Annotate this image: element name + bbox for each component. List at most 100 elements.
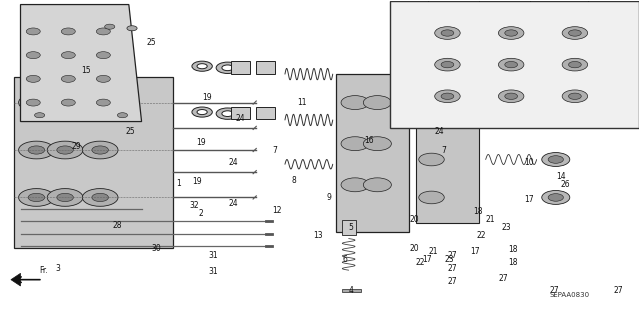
Bar	[390, 1, 639, 128]
Circle shape	[435, 58, 460, 71]
Circle shape	[548, 118, 563, 125]
Text: 5: 5	[349, 223, 353, 232]
Text: 27: 27	[613, 286, 623, 295]
Circle shape	[92, 193, 108, 202]
Text: 15: 15	[81, 66, 91, 76]
Circle shape	[47, 94, 83, 111]
Circle shape	[97, 52, 110, 59]
Text: 30: 30	[151, 243, 161, 253]
Circle shape	[192, 61, 212, 71]
Circle shape	[499, 90, 524, 103]
Circle shape	[192, 107, 212, 117]
Text: 6: 6	[342, 255, 347, 263]
Circle shape	[57, 99, 74, 107]
Text: 18: 18	[508, 258, 518, 267]
Circle shape	[419, 191, 444, 204]
Circle shape	[441, 93, 454, 100]
Circle shape	[341, 178, 369, 192]
Text: 32: 32	[189, 201, 199, 210]
Circle shape	[562, 27, 588, 39]
Text: 7: 7	[441, 145, 446, 154]
Circle shape	[26, 99, 40, 106]
Circle shape	[441, 62, 454, 68]
Text: 17: 17	[524, 195, 534, 204]
Circle shape	[92, 146, 108, 154]
Text: 14: 14	[556, 172, 565, 182]
Bar	[231, 62, 250, 74]
Text: 22: 22	[415, 258, 425, 267]
Circle shape	[216, 62, 239, 73]
Bar	[342, 288, 362, 292]
Bar	[256, 107, 275, 119]
Circle shape	[216, 108, 239, 119]
Text: 21: 21	[486, 215, 495, 224]
Circle shape	[61, 75, 76, 82]
Bar	[256, 62, 275, 74]
Circle shape	[83, 141, 118, 159]
Text: 17: 17	[470, 247, 479, 256]
Text: 21: 21	[428, 247, 438, 256]
Text: 16: 16	[365, 136, 374, 145]
Text: SEPAA0830: SEPAA0830	[549, 293, 589, 299]
Circle shape	[28, 146, 45, 154]
Circle shape	[57, 146, 74, 154]
Circle shape	[499, 27, 524, 39]
Text: 13: 13	[314, 231, 323, 240]
Circle shape	[541, 190, 570, 204]
Text: 29: 29	[72, 142, 81, 151]
Circle shape	[364, 137, 392, 151]
Circle shape	[61, 28, 76, 35]
Circle shape	[505, 62, 518, 68]
Text: 27: 27	[447, 264, 457, 273]
Text: 3: 3	[56, 264, 60, 273]
Text: 9: 9	[326, 193, 332, 202]
Circle shape	[341, 96, 369, 109]
Text: 2: 2	[199, 209, 204, 218]
Circle shape	[562, 90, 588, 103]
Circle shape	[97, 99, 110, 106]
Text: 31: 31	[209, 251, 218, 260]
Circle shape	[127, 26, 137, 31]
Text: 18: 18	[473, 207, 483, 216]
Circle shape	[19, 94, 54, 111]
Text: 20: 20	[409, 215, 419, 224]
Text: 19: 19	[202, 93, 212, 102]
Circle shape	[83, 189, 118, 206]
Bar	[342, 219, 356, 235]
Circle shape	[19, 189, 54, 206]
Polygon shape	[20, 4, 141, 122]
Circle shape	[28, 193, 45, 202]
Text: 25: 25	[147, 38, 156, 47]
Circle shape	[92, 99, 108, 107]
Circle shape	[97, 28, 110, 35]
Text: 27: 27	[499, 274, 508, 283]
Circle shape	[505, 93, 518, 100]
Circle shape	[197, 64, 207, 69]
Circle shape	[26, 52, 40, 59]
Text: 19: 19	[196, 137, 205, 147]
Text: 11: 11	[298, 98, 307, 107]
Text: 24: 24	[228, 199, 238, 208]
Circle shape	[61, 52, 76, 59]
Circle shape	[568, 62, 581, 68]
Circle shape	[26, 75, 40, 82]
Text: 22: 22	[476, 231, 486, 240]
Text: 27: 27	[447, 251, 457, 260]
Circle shape	[435, 90, 460, 103]
Bar	[336, 74, 409, 232]
Circle shape	[548, 156, 563, 163]
Circle shape	[435, 27, 460, 39]
Circle shape	[47, 189, 83, 206]
Circle shape	[441, 30, 454, 36]
Text: 27: 27	[549, 286, 559, 295]
Text: 18: 18	[508, 245, 518, 254]
Text: 7: 7	[272, 145, 277, 154]
Circle shape	[562, 58, 588, 71]
Text: 28: 28	[113, 221, 122, 230]
Text: Fr.: Fr.	[40, 266, 49, 275]
Circle shape	[28, 99, 45, 107]
Text: 17: 17	[422, 255, 431, 263]
Circle shape	[26, 28, 40, 35]
Circle shape	[419, 153, 444, 166]
Circle shape	[117, 113, 127, 118]
